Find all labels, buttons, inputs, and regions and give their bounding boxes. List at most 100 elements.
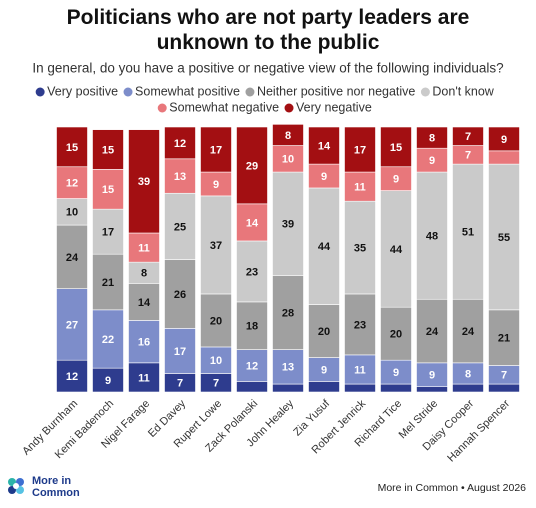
- logo-text: More in Common: [32, 475, 80, 499]
- value-label: 22: [102, 334, 114, 346]
- bar-segment: [272, 124, 304, 146]
- bar-segment: [344, 354, 376, 385]
- value-label: 51: [462, 227, 474, 239]
- value-label: 7: [213, 378, 219, 390]
- source: More in Common • August 2026: [378, 482, 527, 494]
- x-tick-label: Hannah Spencer: [445, 397, 512, 464]
- legend-label: Neither positive nor negative: [257, 84, 415, 98]
- value-label: 17: [102, 227, 114, 239]
- value-label: 10: [282, 154, 294, 166]
- value-label: 12: [66, 371, 78, 383]
- value-label: 16: [138, 337, 150, 349]
- value-label: 14: [138, 297, 151, 309]
- bar-segment: [92, 129, 124, 170]
- bar-segment: [380, 190, 412, 308]
- bar-segment: [56, 359, 88, 393]
- value-label: 9: [321, 171, 327, 183]
- value-label: 14: [318, 140, 331, 152]
- value-label: 11: [354, 182, 366, 194]
- bar-segment: [452, 163, 484, 300]
- bar-segment: [380, 306, 412, 361]
- value-label: 9: [393, 174, 399, 186]
- legend-label: Very negative: [296, 100, 372, 114]
- value-label: 12: [174, 138, 186, 150]
- bar-segment: [272, 349, 304, 385]
- bar-segment: [308, 381, 340, 393]
- bar-segment: [452, 383, 484, 393]
- logo-mark: [8, 478, 24, 494]
- value-label: 9: [501, 134, 507, 146]
- value-label: 11: [138, 242, 150, 254]
- bar-segment: [452, 298, 484, 364]
- value-label: 7: [465, 131, 471, 143]
- legend-swatch: [123, 87, 133, 97]
- value-label: 9: [105, 375, 111, 387]
- value-label: 12: [66, 178, 78, 190]
- value-label: 39: [138, 176, 150, 188]
- value-label: 28: [282, 307, 294, 319]
- bar-segment: [236, 349, 268, 382]
- bar-segment: [308, 126, 340, 165]
- bar-segment: [92, 309, 124, 369]
- legend-swatch: [35, 87, 45, 97]
- bar-segment: [380, 126, 412, 168]
- value-label: 9: [321, 364, 327, 376]
- bar-segment: [164, 328, 196, 374]
- legend-label: Very positive: [47, 84, 118, 98]
- value-label: 20: [390, 329, 402, 341]
- value-label: 13: [174, 171, 186, 183]
- value-label: 11: [354, 364, 366, 376]
- legend-item: Somewhat positive: [123, 84, 240, 98]
- value-label: 24: [66, 252, 79, 264]
- bar-segment: [236, 203, 268, 242]
- bar-segment: [488, 126, 520, 152]
- value-label: 15: [102, 184, 114, 196]
- bar-segment: [488, 150, 520, 165]
- value-label: 24: [462, 326, 475, 338]
- value-label: 55: [498, 232, 510, 244]
- bar-segment: [128, 362, 160, 393]
- legend-swatch: [284, 103, 294, 113]
- value-label: 7: [465, 150, 471, 162]
- value-label: 12: [246, 360, 258, 372]
- bar-segment: [200, 195, 232, 295]
- chart-title: Politicians who are not party leaders ar…: [67, 6, 470, 54]
- bar-segment: [56, 224, 88, 289]
- bar-segment: [380, 383, 412, 393]
- bar-segment: [92, 208, 124, 255]
- bar-segment: [236, 381, 268, 393]
- bar-segment: [164, 192, 196, 260]
- legend-item: Very negative: [284, 100, 372, 114]
- bar-segment: [164, 259, 196, 329]
- bar-segment: [344, 171, 376, 202]
- value-label: 9: [213, 179, 219, 191]
- value-label: 11: [138, 372, 150, 384]
- value-label: 27: [66, 319, 78, 331]
- legend-item: Somewhat negative: [157, 100, 279, 114]
- bar-segment: [488, 383, 520, 393]
- bar-segment: [344, 383, 376, 393]
- bar-segment: [128, 232, 160, 263]
- bar-segment: [56, 166, 88, 199]
- bar-segment: [272, 383, 304, 393]
- value-label: 24: [426, 326, 439, 338]
- value-label: 20: [210, 315, 222, 327]
- value-label: 9: [429, 370, 435, 382]
- bar-segment: [416, 126, 448, 149]
- value-label: 9: [393, 367, 399, 379]
- value-label: 15: [66, 142, 78, 154]
- legend-swatch: [157, 103, 167, 113]
- bar-segment: [236, 126, 268, 205]
- legend-swatch: [245, 87, 255, 97]
- chart-subtitle: In general, do you have a positive or ne…: [32, 61, 503, 76]
- bar-segment: [200, 293, 232, 348]
- value-label: 14: [246, 217, 259, 229]
- value-label: 10: [66, 207, 78, 219]
- legend-label: Somewhat positive: [135, 84, 240, 98]
- value-label: 18: [246, 321, 258, 333]
- value-label: 17: [210, 144, 222, 156]
- value-label: 8: [141, 268, 147, 280]
- value-label: 26: [174, 289, 186, 301]
- value-label: 13: [282, 362, 294, 374]
